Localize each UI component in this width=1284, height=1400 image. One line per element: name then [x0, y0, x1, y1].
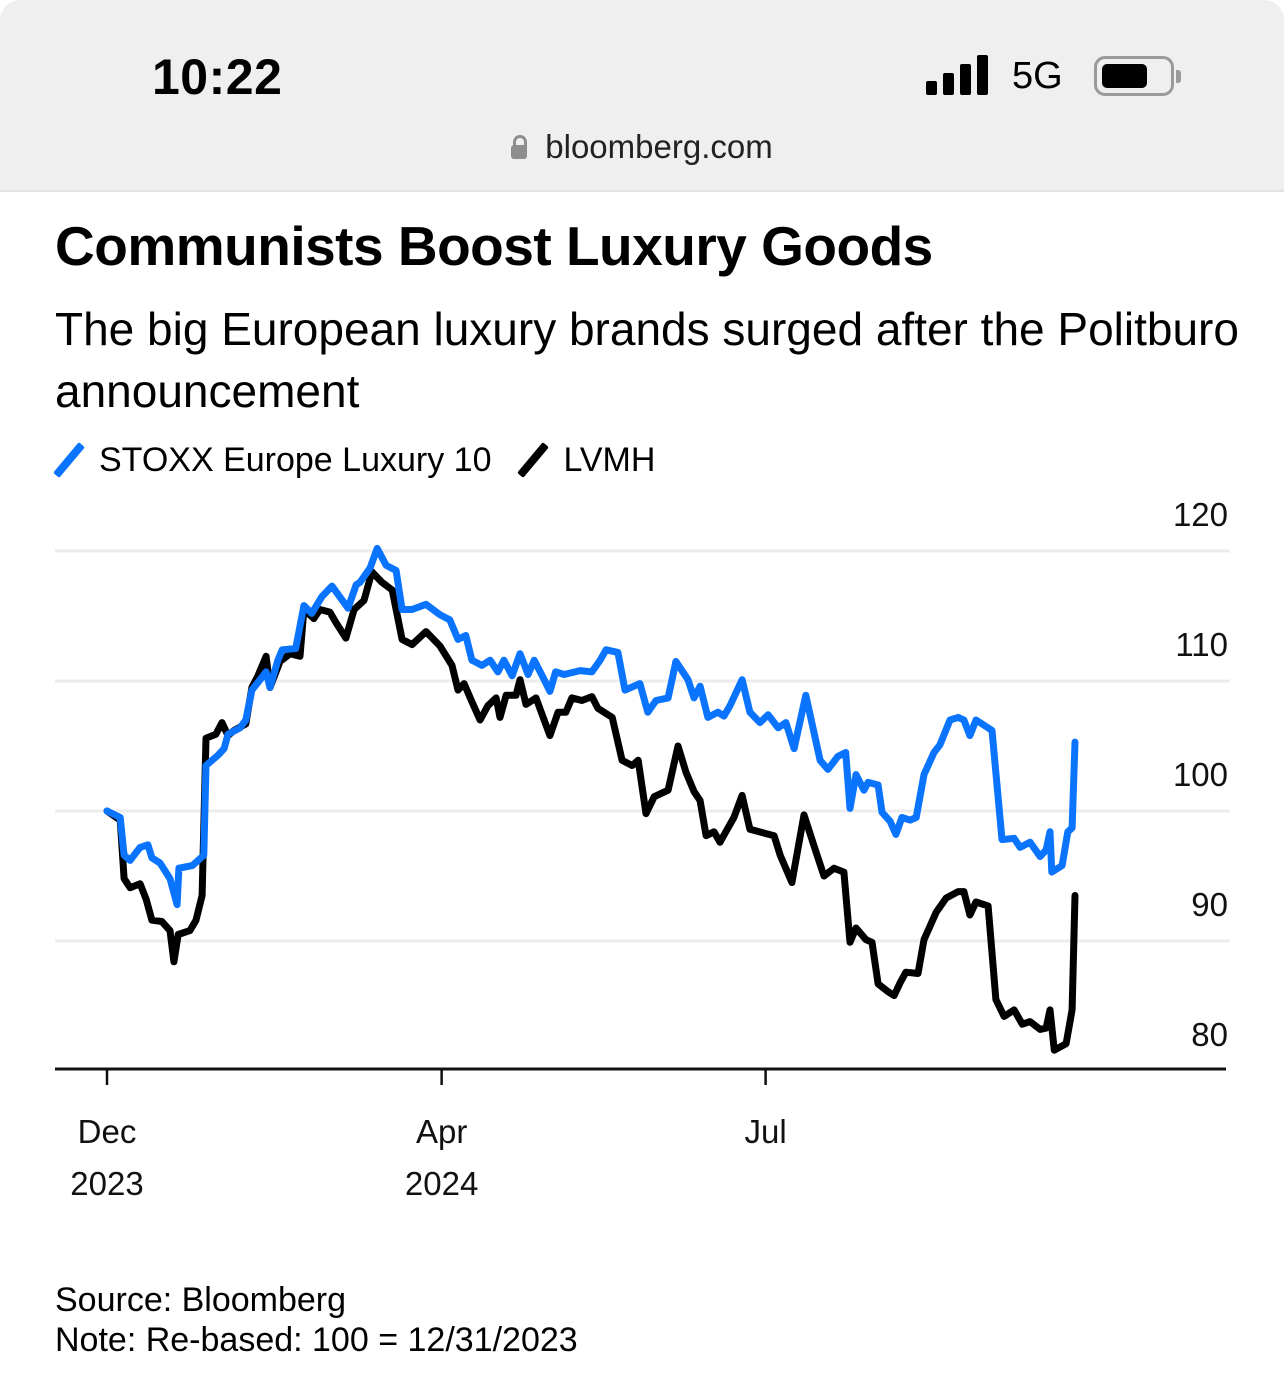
url-text: bloomberg.com [545, 128, 773, 165]
legend-label-lvmh: LVMH [563, 440, 656, 479]
chart-subtitle: The big European luxury brands surged af… [55, 303, 1239, 417]
legend-item-stoxx: STOXX Europe Luxury 10 [53, 440, 492, 480]
chart-legend: STOXX Europe Luxury 10 LVMH [53, 440, 683, 480]
signal-icon [926, 55, 992, 95]
legend-item-lvmh: LVMH [517, 440, 656, 480]
legend-label-stoxx: STOXX Europe Luxury 10 [99, 440, 492, 479]
y-tick-label-80: 80 [1191, 1016, 1228, 1053]
clock: 10:22 [152, 49, 283, 105]
battery-icon [1094, 56, 1181, 96]
y-axis-labels: 120 110 100 90 80 [1173, 496, 1228, 1053]
chart-title: Communists Boost Luxury Goods [55, 215, 933, 277]
series-lines [103, 544, 1079, 1054]
lock-icon [511, 135, 528, 159]
network-type: 5G [1012, 55, 1063, 97]
y-tick-label-120: 120 [1173, 496, 1228, 533]
source-note: Source: Bloomberg [55, 1281, 347, 1319]
gridlines [55, 549, 1230, 943]
rebase-note: Note: Re-based: 100 = 12/31/2023 [55, 1321, 578, 1359]
y-tick-label-110: 110 [1175, 626, 1228, 663]
browser-status-bar: 10:22 5G bloomberg.com [0, 0, 1284, 192]
battery-level [1102, 64, 1147, 88]
x-tick-label-jul: Jul [745, 1113, 787, 1150]
series-line-stoxx [103, 544, 1079, 909]
y-tick-label-90: 90 [1191, 886, 1228, 923]
chart-footer: Source: Bloomberg Note: Re-based: 100 = … [55, 1280, 578, 1360]
x-axis: Dec 2023 Apr 2024 Jul [55, 1067, 1226, 1202]
address-bar[interactable]: bloomberg.com [0, 128, 1284, 166]
x-tick-sublabel-2023: 2023 [70, 1165, 143, 1202]
line-chart: Dec 2023 Apr 2024 Jul 120 110 100 90 80 [55, 496, 1230, 1202]
legend-swatch-stoxx [53, 442, 85, 478]
x-tick-sublabel-2024: 2024 [405, 1165, 478, 1202]
legend-swatch-lvmh [517, 442, 550, 478]
x-tick-label-apr: Apr [416, 1113, 467, 1150]
y-tick-label-100: 100 [1173, 756, 1228, 793]
x-tick-label-dec: Dec [78, 1113, 137, 1150]
